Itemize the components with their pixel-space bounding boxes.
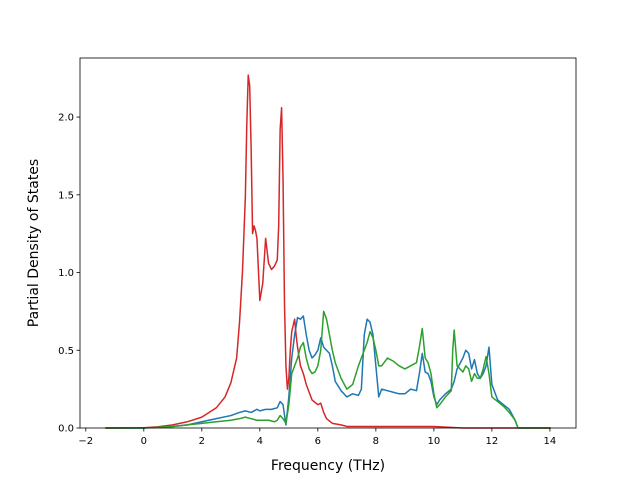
x-axis-title: Frequency (THz) — [271, 458, 385, 474]
y-axis-title: Partial Density of States — [26, 159, 42, 327]
y-tick-label: 1.0 — [58, 268, 74, 279]
x-tick-label: −2 — [78, 436, 93, 447]
x-tick-label: 14 — [544, 436, 557, 447]
y-tick-label: 0.0 — [58, 424, 74, 435]
series-line-2 — [105, 74, 551, 429]
y-tick-label: 1.5 — [58, 190, 74, 201]
axes: −2 0 2 4 6 8 10 12 14 0.0 0.5 1.0 1.5 2.0 — [58, 57, 577, 447]
series-lines — [105, 74, 551, 429]
y-tick-label: 2.0 — [58, 113, 74, 124]
series-line-3 — [105, 310, 551, 429]
plot-frame — [79, 57, 577, 429]
x-tick-label: 2 — [199, 436, 205, 447]
series-line-1 — [105, 315, 551, 429]
x-tick-label: 12 — [486, 436, 499, 447]
y-tick-label: 0.5 — [58, 346, 74, 357]
x-tick-label: 6 — [315, 436, 321, 447]
x-tick-label: 8 — [373, 436, 379, 447]
x-tick-label: 4 — [257, 436, 263, 447]
x-tick-label: 0 — [141, 436, 147, 447]
x-tick-label: 10 — [428, 436, 441, 447]
